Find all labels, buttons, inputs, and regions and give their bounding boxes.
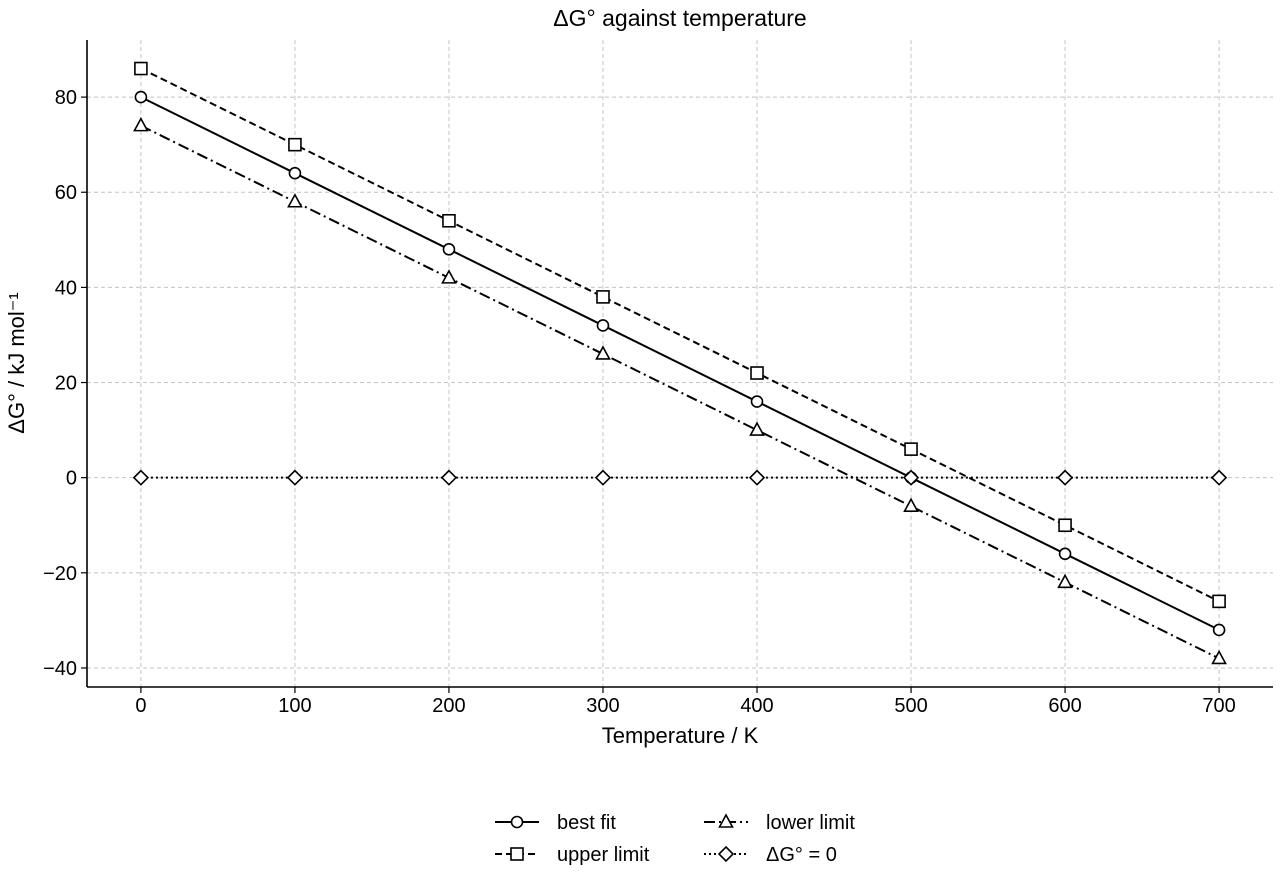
data-point (1211, 649, 1227, 665)
data-point (1057, 573, 1073, 589)
x-tick-label: 500 (894, 695, 927, 717)
legend-label: lower limit (766, 812, 855, 834)
data-point (288, 137, 302, 152)
series-line-0 (140, 96, 1220, 631)
data-point (750, 395, 764, 408)
x-tick-label: 400 (740, 695, 773, 717)
series-line-2 (140, 124, 1220, 660)
legend-item: ΔG° = 0 (704, 844, 837, 866)
y-tick-label: 0 (66, 468, 77, 490)
data-point (1212, 594, 1226, 609)
data-point (442, 213, 456, 228)
data-point (1058, 518, 1072, 533)
data-point (442, 243, 456, 256)
data-point (440, 469, 458, 486)
x-tick-label: 200 (432, 695, 465, 717)
x-tick-label: 0 (135, 695, 146, 717)
y-tick-label: −20 (43, 563, 77, 585)
data-point (1212, 623, 1226, 637)
x-axis-title: Temperature / K (602, 723, 759, 748)
series-line-1 (140, 67, 1220, 603)
data-point (595, 345, 611, 360)
data-point (750, 366, 764, 380)
x-tick-label: 700 (1202, 695, 1235, 717)
data-point (902, 469, 920, 486)
series-2 (133, 116, 1227, 665)
chart-title: ΔG° against temperature (553, 5, 806, 31)
grid (87, 40, 1273, 687)
legend-label: ΔG° = 0 (766, 844, 837, 866)
legend-label: upper limit (557, 844, 650, 866)
y-tick-label: 80 (55, 87, 77, 109)
legend-item: upper limit (495, 844, 650, 866)
legend: best fit upper limit lower limit ΔG° = 0 (495, 812, 855, 866)
axes (86, 40, 1273, 688)
data-point (441, 269, 457, 284)
data-point (1210, 469, 1228, 486)
data-point (596, 319, 610, 332)
data-point (596, 290, 610, 304)
y-tick-label: 60 (55, 182, 77, 204)
data-point (748, 469, 766, 486)
data-point (132, 469, 150, 486)
x-tick-label: 100 (278, 695, 311, 717)
data-point (1056, 469, 1074, 486)
series-3 (132, 469, 1228, 486)
data-point (1058, 547, 1072, 561)
series-0 (134, 90, 1226, 637)
y-axis-title: ΔG° / kJ mol⁻¹ (4, 292, 29, 433)
y-tick-label: −40 (43, 658, 77, 680)
data-point (286, 469, 304, 486)
legend-item: best fit (495, 812, 616, 834)
data-point (594, 469, 612, 486)
data-point (134, 61, 148, 76)
legend-label: best fit (557, 812, 616, 834)
data-point (133, 116, 149, 132)
x-tick-label: 300 (586, 695, 619, 717)
series-group (132, 61, 1228, 665)
data-point (288, 166, 302, 180)
data-point (903, 497, 919, 513)
data-point (287, 193, 303, 208)
legend-marker (510, 847, 524, 861)
legend-marker (510, 815, 524, 829)
x-tick-label: 600 (1048, 695, 1081, 717)
legend-marker (717, 845, 735, 863)
ticks: 0 100 200 300 400 500 600 700 −40 −20 0 20 40 60 80 (43, 87, 1236, 717)
y-tick-label: 40 (55, 277, 77, 299)
legend-marker (718, 813, 734, 828)
legend-item: lower limit (704, 812, 855, 834)
data-point (134, 90, 148, 104)
data-point (749, 421, 765, 436)
y-tick-label: 20 (55, 373, 77, 395)
data-point (904, 442, 918, 456)
series-1 (134, 61, 1226, 609)
